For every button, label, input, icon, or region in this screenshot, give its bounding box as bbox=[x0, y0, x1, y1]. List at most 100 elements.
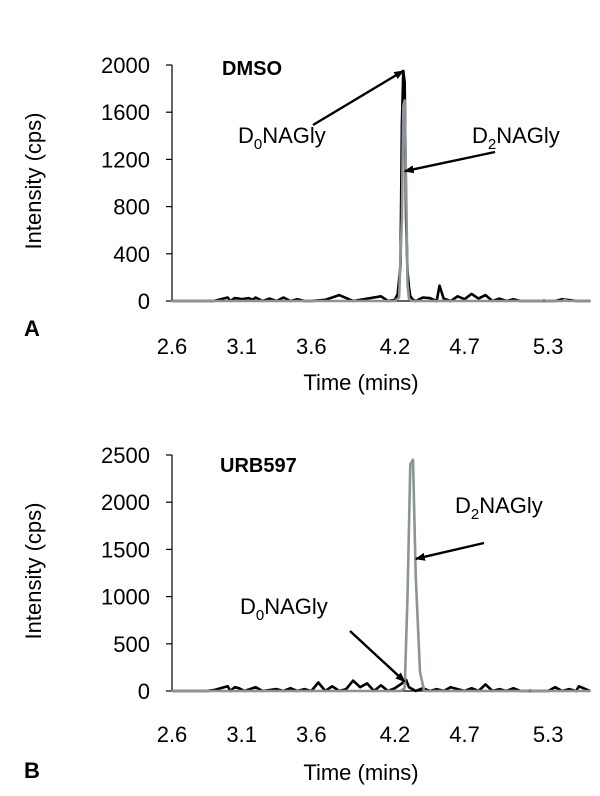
y-tick-label: 0 bbox=[138, 679, 150, 704]
x-axis-title: Time (mins) bbox=[303, 760, 418, 785]
data-point-d0nagly bbox=[275, 688, 278, 691]
data-point-d0nagly bbox=[380, 295, 382, 298]
data-point-d2nagly bbox=[529, 689, 531, 691]
data-point-d2nagly bbox=[401, 217, 403, 220]
annotation-subscript: 2 bbox=[488, 136, 496, 153]
data-point-d0nagly bbox=[289, 687, 292, 690]
annotation-arrow bbox=[403, 150, 496, 174]
data-point-d0nagly bbox=[359, 686, 361, 689]
y-tick-label: 1200 bbox=[101, 147, 150, 172]
data-point-d0nagly bbox=[254, 296, 257, 299]
data-point-d2nagly bbox=[366, 300, 368, 302]
annotation-arrow bbox=[414, 541, 485, 561]
annotation-label: D0NAGly bbox=[238, 123, 326, 153]
data-point-d0nagly bbox=[403, 81, 406, 84]
y-tick-label: 2500 bbox=[101, 443, 150, 468]
data-point-d0nagly bbox=[477, 297, 480, 300]
annotation-suffix: NAGly bbox=[496, 123, 560, 148]
data-point-d0nagly bbox=[484, 294, 487, 296]
panel-letter: A bbox=[24, 316, 40, 341]
data-point-d2nagly bbox=[526, 690, 529, 692]
data-point-d2nagly bbox=[414, 300, 417, 302]
annotation-prefix: D bbox=[240, 594, 256, 619]
x-tick-label: 4.7 bbox=[449, 334, 480, 359]
data-point-d0nagly bbox=[438, 284, 441, 287]
y-tick-label: 1000 bbox=[101, 585, 150, 610]
data-point-d0nagly bbox=[247, 297, 250, 299]
x-axis-title: Time (mins) bbox=[303, 370, 418, 395]
annotation-label: D2NAGly bbox=[472, 123, 560, 153]
data-point-d2nagly bbox=[449, 300, 452, 302]
data-point-d0nagly bbox=[394, 687, 396, 690]
x-tick-label: 4.2 bbox=[380, 722, 411, 747]
data-point-d0nagly bbox=[226, 685, 229, 688]
panel-b-chart: 0 500 1000 1500 2000 2500 2.6 3.1 3.6 4.2 4.7 5.3 Ti… bbox=[21, 443, 591, 785]
y-tick-label: 0 bbox=[138, 289, 150, 314]
annotation-label: D2NAGly bbox=[455, 493, 543, 523]
data-point-d0nagly bbox=[470, 687, 473, 690]
annotation-subscript: 2 bbox=[471, 506, 479, 523]
data-point-d0nagly bbox=[428, 297, 431, 299]
data-point-d0nagly bbox=[568, 688, 570, 691]
data-point-d2nagly bbox=[406, 282, 409, 285]
data-point-d0nagly bbox=[233, 297, 236, 299]
data-point-d0nagly bbox=[407, 686, 410, 689]
annotation-prefix: D bbox=[455, 493, 471, 518]
data-point-d2nagly bbox=[564, 298, 566, 301]
data-point-d2nagly bbox=[543, 299, 545, 301]
data-point-d2nagly bbox=[407, 297, 410, 300]
data-point-d2nagly bbox=[419, 671, 421, 674]
panel-title: DMSO bbox=[222, 58, 282, 80]
data-point-d2nagly bbox=[589, 300, 591, 302]
data-point-d2nagly bbox=[409, 463, 412, 466]
data-point-d0nagly bbox=[435, 688, 438, 691]
data-point-d2nagly bbox=[540, 300, 543, 302]
data-point-d2nagly bbox=[403, 99, 406, 102]
x-tick-label: 5.3 bbox=[533, 722, 564, 747]
data-point-d2nagly bbox=[171, 690, 173, 692]
x-tick-label: 3.6 bbox=[296, 722, 327, 747]
y-tick-label: 2000 bbox=[101, 490, 150, 515]
data-point-d0nagly bbox=[456, 688, 459, 691]
data-point-d2nagly bbox=[505, 690, 508, 692]
data-point-d2nagly bbox=[435, 690, 438, 692]
data-point-d0nagly bbox=[554, 686, 557, 689]
data-point-d0nagly bbox=[282, 296, 285, 299]
y-tick-label: 1600 bbox=[101, 100, 150, 125]
data-point-d0nagly bbox=[352, 679, 355, 682]
data-point-d2nagly bbox=[410, 300, 413, 302]
panel-a-chart: 0 400 800 1200 1600 2000 2.6 3.1 3.6 4.2 4.7 5.3 Tim… bbox=[21, 53, 591, 395]
x-tick-label: 4.2 bbox=[380, 334, 411, 359]
data-point-d0nagly bbox=[303, 688, 306, 691]
data-point-d0nagly bbox=[268, 297, 271, 300]
data-point-d0nagly bbox=[237, 687, 240, 690]
x-tick-label: 3.1 bbox=[226, 722, 257, 747]
data-point-d0nagly bbox=[401, 682, 403, 685]
data-point-d2nagly bbox=[545, 300, 548, 302]
annotation-suffix: NAGly bbox=[479, 493, 543, 518]
data-point-d2nagly bbox=[399, 690, 402, 692]
data-point-d2nagly bbox=[589, 690, 591, 692]
data-point-d2nagly bbox=[171, 300, 173, 302]
data-point-d0nagly bbox=[414, 690, 417, 692]
data-point-d0nagly bbox=[484, 683, 487, 686]
data-point-d0nagly bbox=[237, 297, 240, 300]
series-line-d2nagly bbox=[172, 99, 590, 303]
data-point-d0nagly bbox=[233, 686, 236, 689]
data-point-d0nagly bbox=[442, 297, 445, 300]
data-point-d2nagly bbox=[406, 595, 409, 598]
y-tick-label: 2000 bbox=[101, 53, 150, 78]
y-tick-label: 1500 bbox=[101, 537, 150, 562]
y-axis-title: Intensity (cps) bbox=[21, 503, 46, 640]
data-point-d0nagly bbox=[421, 296, 424, 299]
annotation-prefix: D bbox=[238, 123, 254, 148]
y-axis-title: Intensity (cps) bbox=[21, 113, 46, 250]
data-point-d2nagly bbox=[423, 690, 426, 692]
data-point-d2nagly bbox=[398, 296, 401, 299]
annotation-arrow bbox=[349, 630, 406, 683]
data-point-d0nagly bbox=[470, 293, 473, 295]
data-point-d0nagly bbox=[296, 298, 299, 301]
data-point-d2nagly bbox=[566, 300, 569, 302]
x-tick-label: 3.1 bbox=[226, 334, 257, 359]
